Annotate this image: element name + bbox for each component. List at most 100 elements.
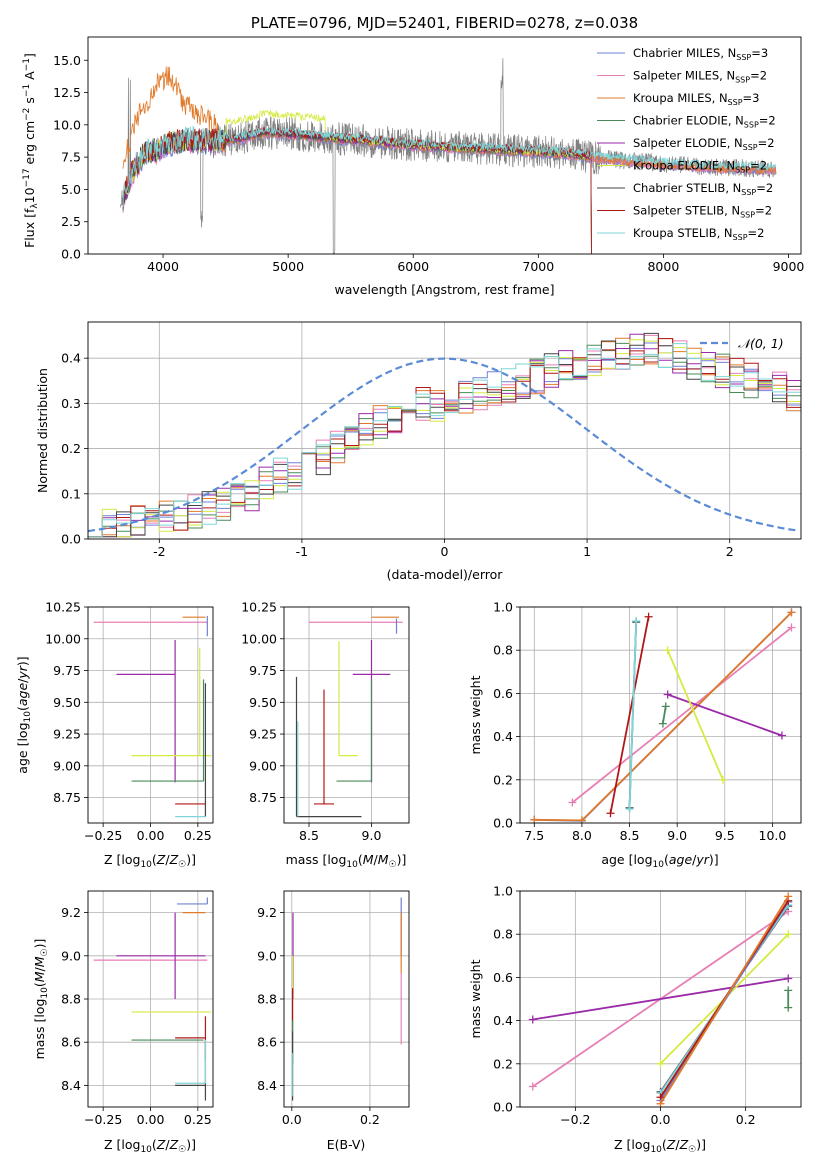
legend-item: Chabrier MILES, NSSP=3 [597, 46, 768, 62]
x-tick-label: 8.5 [299, 828, 319, 843]
weight-point [644, 612, 653, 621]
error-bar [314, 689, 334, 805]
error-bar [116, 640, 176, 783]
weight-point [784, 930, 793, 939]
weight-line [659, 895, 789, 1105]
x-tick-label: 9.5 [715, 828, 735, 843]
x-tick-label: −0.25 [84, 1112, 122, 1127]
y-tick-label: 8.75 [249, 790, 277, 805]
histogram-step-line [88, 342, 801, 539]
y-axis-label: age [log10(age/yr)] [15, 656, 33, 773]
weight-point [568, 798, 577, 807]
x-tick-label: 9.0 [667, 828, 687, 843]
y-tick-label: 1.0 [493, 884, 513, 899]
x-tick-label: 0.2 [360, 1112, 380, 1127]
x-tick-label: 0.2 [736, 1112, 756, 1127]
y-tick-label: 0.0 [493, 816, 513, 831]
y-tick-label: 10.00 [241, 631, 277, 646]
y-tick-label: 7.5 [61, 150, 81, 165]
weight-point [718, 775, 727, 784]
grid [88, 322, 801, 540]
weight-line [609, 616, 650, 814]
weight-point [656, 1059, 665, 1068]
chart-title: PLATE=0796, MJD=52401, FIBERID=0278, z=0… [251, 14, 638, 32]
x-tick-label: −0.25 [84, 828, 122, 843]
x-axis-label: Z [log10(Z/Z☉)] [104, 1137, 196, 1155]
model-spectrum-line [122, 125, 777, 208]
y-tick-label: 8.8 [257, 992, 277, 1007]
error-bar [116, 912, 206, 999]
error-bar [175, 1042, 207, 1101]
histogram-step-line [88, 333, 801, 539]
legend-label: Chabrier ELODIE, NSSP=2 [633, 114, 776, 130]
y-tick-label: 8.4 [61, 1078, 81, 1093]
error-bar [131, 647, 212, 757]
weight-point [658, 719, 667, 728]
plot-area [120, 58, 777, 254]
y-tick-label: 9.75 [249, 663, 277, 678]
x-axis-label: Z [log10(Z/Z☉)] [104, 852, 196, 870]
x-tick-label: 1 [583, 544, 591, 559]
weight-point [528, 1015, 537, 1024]
weight-point [625, 804, 634, 813]
x-tick-label: 7000 [522, 259, 554, 274]
y-tick-label: 9.2 [257, 905, 277, 920]
legend: 𝒩(0, 1) [700, 336, 784, 351]
y-tick-label: 0.3 [61, 396, 81, 411]
weight-line [532, 977, 789, 1021]
histogram-step-line [88, 342, 801, 539]
weight-point [530, 815, 539, 823]
ticks: 4000 5000 6000 7000 8000 9000 0.0 2.5 5.0 7.5 10.0… [53, 53, 804, 274]
y-tick-label: 9.0 [61, 948, 81, 963]
legend-label: Salpeter STELIB, NSSP=2 [633, 204, 772, 220]
legend-label: Chabrier MILES, NSSP=3 [633, 46, 768, 62]
gaussian-curve [88, 357, 799, 533]
weight-point [784, 974, 793, 983]
x-axis-label: E(B-V) [327, 1137, 366, 1152]
x-tick-label: 9.0 [362, 828, 382, 843]
x-tick-label: 0.0 [282, 1112, 302, 1127]
x-tick-label: 2 [726, 544, 734, 559]
y-axis-label: mass weight [468, 959, 483, 1038]
legend-item: Salpeter MILES, NSSP=2 [597, 69, 767, 85]
weight-point [632, 617, 641, 626]
weight-point [663, 690, 672, 699]
panel-age_vs_weight: 7.5 8.0 8.5 9.0 9.5 10.0 0.0 0.2 0.4 0.6 0.8 1.0 age… [468, 600, 802, 870]
y-tick-label: 9.0 [257, 948, 277, 963]
grid [88, 891, 213, 1107]
x-axis-label: (data-model)/error [387, 567, 504, 582]
y-tick-label: 5.0 [61, 182, 81, 197]
x-tick-label: 8.0 [572, 828, 592, 843]
error-bar [295, 676, 362, 818]
panel-ebv_vs_mass: 0.0 0.2 8.4 8.6 8.8 9.0 9.2 E(B-V) [257, 890, 410, 1152]
grid [520, 606, 801, 824]
plot-area [93, 615, 212, 818]
legend-item: Kroupa STELIB, NSSP=2 [597, 226, 764, 242]
x-tick-label: 0.0 [651, 1112, 671, 1127]
grid [284, 606, 409, 823]
ticks: −0.2 0.0 0.2 0.0 0.2 0.4 0.6 0.8 1.0 [493, 884, 755, 1128]
x-tick-label: 4000 [147, 259, 179, 274]
x-tick-label: 6000 [397, 259, 429, 274]
ticks: 7.5 8.0 8.5 9.0 9.5 10.0 0.0 0.2 0.4 0.6 0.8 1.0 [493, 600, 786, 844]
x-tick-label: −0.2 [560, 1112, 590, 1127]
weight-point [577, 816, 586, 823]
axes-border [87, 36, 802, 255]
weight-line [628, 620, 638, 810]
legend-label: Kroupa ELODIE, NSSP=2 [633, 159, 767, 175]
y-tick-label: 0.2 [493, 1056, 513, 1071]
error-bar [175, 1016, 207, 1060]
plot-area [88, 332, 801, 539]
y-tick-label: 10.0 [53, 117, 81, 132]
weight-line [571, 626, 793, 804]
ticks: −0.25 0.00 0.25 8.75 9.00 9.25 9.50 9.75 10.00 10… [45, 600, 212, 844]
y-tick-label: 0.2 [61, 441, 81, 456]
y-tick-label: 0.0 [61, 532, 81, 547]
histogram-step-line [88, 339, 801, 539]
legend-label: Salpeter MILES, NSSP=2 [633, 69, 767, 85]
y-tick-label: 0.6 [493, 686, 513, 701]
grid [88, 606, 213, 823]
y-tick-label: 9.50 [249, 695, 277, 710]
y-tick-label: 8.75 [53, 790, 81, 805]
